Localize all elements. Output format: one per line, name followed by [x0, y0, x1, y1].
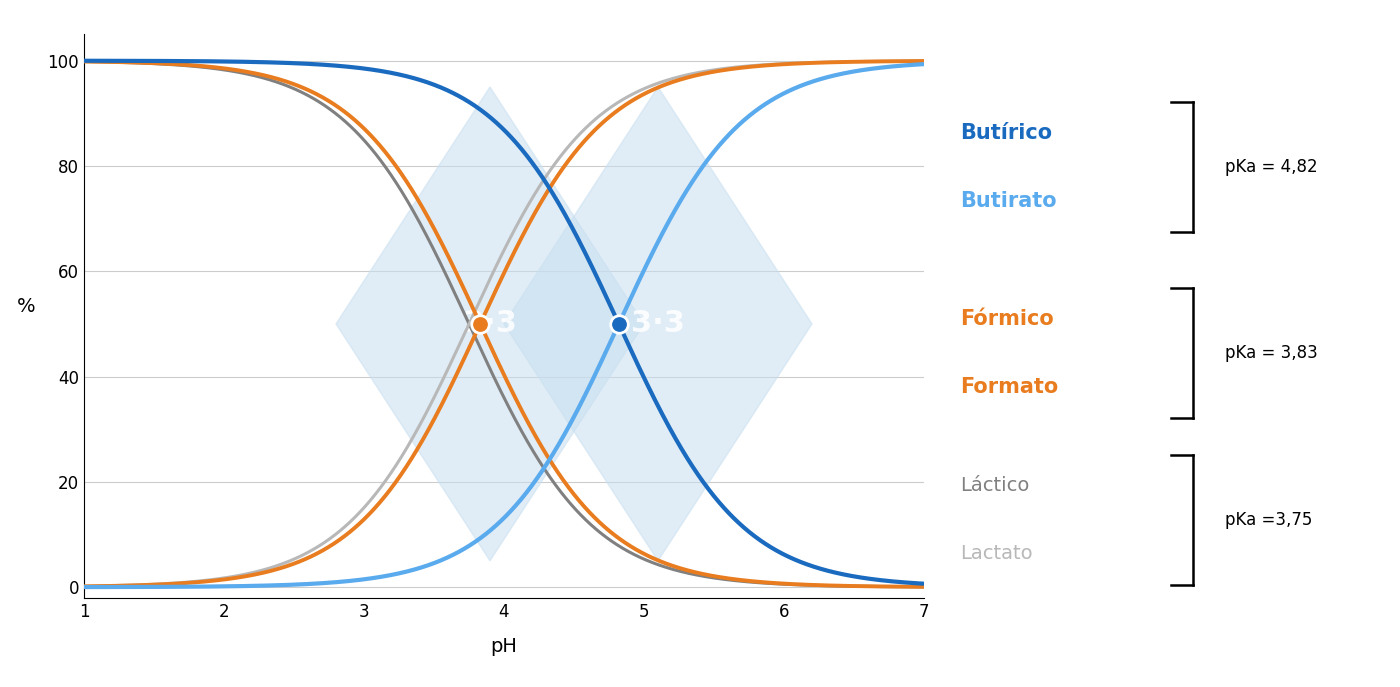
Text: Láctico: Láctico: [960, 476, 1030, 495]
Polygon shape: [336, 87, 644, 561]
Point: [608, 318, 630, 329]
Text: Fórmico: Fórmico: [960, 308, 1054, 329]
Y-axis label: %: %: [17, 297, 36, 316]
Text: pKa = 4,82: pKa = 4,82: [1225, 158, 1317, 177]
Text: pKa =3,75: pKa =3,75: [1225, 510, 1312, 529]
Text: Lactato: Lactato: [960, 544, 1033, 563]
Point: [469, 318, 491, 329]
X-axis label: pH: pH: [490, 638, 518, 656]
Text: 3·3: 3·3: [463, 309, 517, 339]
Text: 3·3: 3·3: [631, 309, 685, 339]
Text: Butírico: Butírico: [960, 123, 1053, 144]
Polygon shape: [504, 87, 812, 561]
Text: pKa = 3,83: pKa = 3,83: [1225, 344, 1317, 362]
Text: Formato: Formato: [960, 376, 1058, 397]
Text: Butirato: Butirato: [960, 191, 1057, 212]
